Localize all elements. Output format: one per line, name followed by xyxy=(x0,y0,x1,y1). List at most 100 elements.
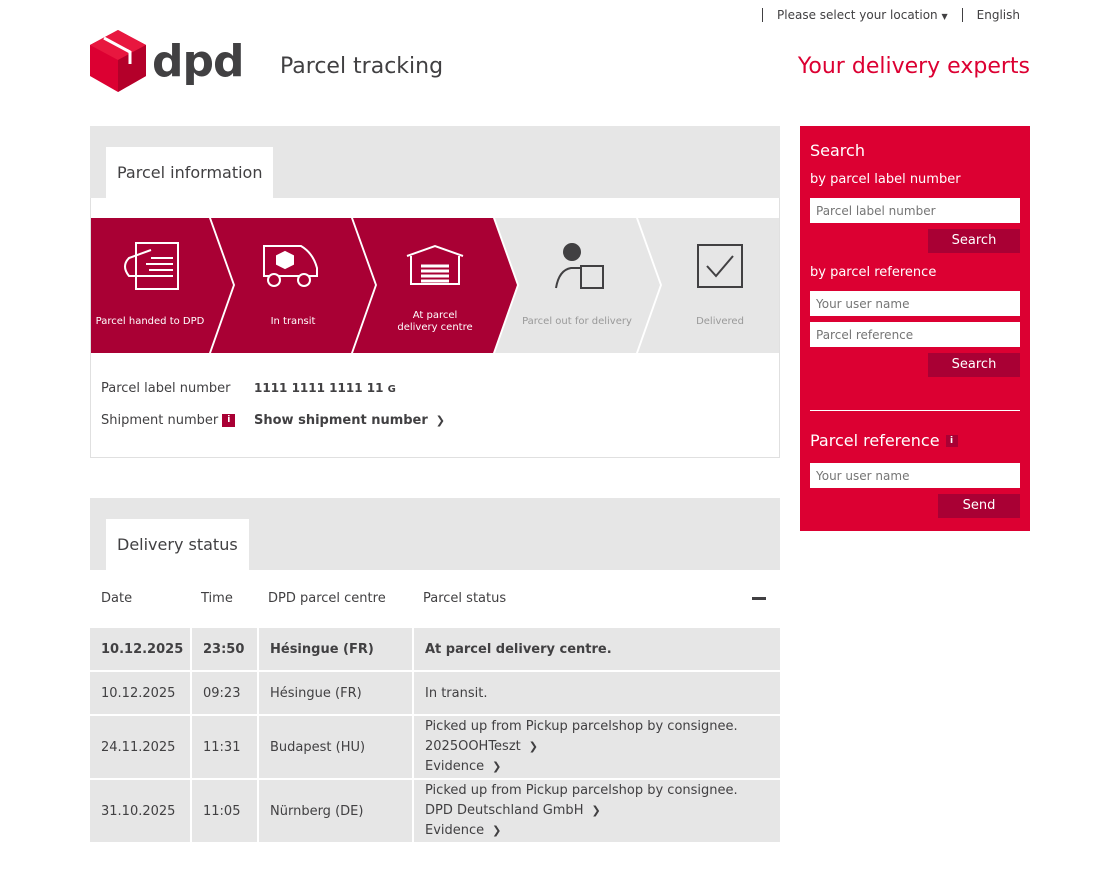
cell-time: 11:31 xyxy=(190,716,257,778)
send-button[interactable]: Send xyxy=(938,494,1020,518)
col-time: Time xyxy=(201,590,233,606)
col-date: Date xyxy=(101,590,133,606)
tab-delivery-status[interactable]: Delivery status xyxy=(106,519,249,570)
search-reference-button[interactable]: Search xyxy=(928,353,1020,377)
table-row: 24.11.2025 11:31 Budapest (HU) Picked up… xyxy=(90,714,780,778)
dpd-cube-icon xyxy=(90,30,146,92)
shipment-label: Shipment number xyxy=(101,413,219,428)
step-2-bg xyxy=(211,218,375,353)
cell-date: 10.12.2025 xyxy=(101,641,184,657)
parcel-info-box xyxy=(90,198,780,458)
evidence-link[interactable]: Evidence ❯ xyxy=(425,757,501,777)
step-label: At parcel delivery centre xyxy=(397,310,473,333)
cell-date: 31.10.2025 xyxy=(101,803,176,819)
label-number-label: Parcel label number xyxy=(101,381,231,396)
step-1-bg xyxy=(91,218,233,353)
chevron-right-icon: ❯ xyxy=(528,740,538,753)
label-number-value: 1111 1111 1111 11 G xyxy=(254,381,396,395)
label-number-input[interactable] xyxy=(810,198,1020,223)
location-label: Please select your location xyxy=(777,8,938,22)
pickup-shop-label: DPD Deutschland GmbH xyxy=(425,803,584,818)
cell-centre: Budapest (HU) xyxy=(257,716,412,778)
parcel-reference-title: Parcel reference xyxy=(810,431,940,450)
parcel-reference-input[interactable] xyxy=(810,322,1020,347)
divider xyxy=(762,8,764,22)
table-row: 10.12.2025 23:50 Hésingue (FR) At parcel… xyxy=(90,626,780,670)
cell-time: 11:05 xyxy=(190,780,257,842)
by-label-heading: by parcel label number xyxy=(810,172,961,187)
location-select[interactable]: Please select your location ▼ xyxy=(777,8,948,22)
delivery-status-header: Delivery status xyxy=(90,498,780,570)
cell-centre: Nürnberg (DE) xyxy=(257,780,412,842)
logo-text: dpd xyxy=(152,35,244,87)
hand-document-icon xyxy=(124,242,179,290)
cell-time: 23:50 xyxy=(190,628,257,670)
pickup-shop-link[interactable]: 2025OOHTeszt ❯ xyxy=(425,737,538,757)
cell-centre: Hésingue (FR) xyxy=(257,628,412,670)
table-row: 10.12.2025 09:23 Hésingue (FR) In transi… xyxy=(90,670,780,714)
progress-steps: Parcel handed to DPD In transit At parce… xyxy=(91,218,779,353)
cell-centre: Hésingue (FR) xyxy=(257,672,412,714)
parcel-reference-heading: Parcel reference i xyxy=(810,431,958,450)
pickup-shop-link[interactable]: DPD Deutschland GmbH ❯ xyxy=(425,801,601,821)
tab-parcel-information[interactable]: Parcel information xyxy=(106,147,274,198)
language-select[interactable]: English xyxy=(976,8,1020,22)
cell-time: 09:23 xyxy=(190,672,257,714)
depot-icon xyxy=(406,244,464,285)
user-name-input[interactable] xyxy=(810,291,1020,316)
caret-down-icon: ▼ xyxy=(941,12,948,21)
chevron-right-icon: ❯ xyxy=(492,760,502,773)
step-label: In transit xyxy=(270,316,316,327)
tagline: Your delivery experts xyxy=(797,54,1030,79)
dpd-logo[interactable]: dpd xyxy=(90,30,244,92)
chevron-right-icon: ❯ xyxy=(435,414,446,427)
step-5-bg xyxy=(638,218,779,353)
van-icon xyxy=(263,245,318,287)
page-title: Parcel tracking xyxy=(280,54,444,79)
step-4-bg xyxy=(495,218,660,353)
cell-date: 24.11.2025 xyxy=(101,739,176,755)
shipment-row: Shipment number i xyxy=(101,413,236,428)
step-label: Parcel out for delivery xyxy=(522,316,632,327)
cell-date: 10.12.2025 xyxy=(101,685,176,701)
col-status: Parcel status xyxy=(423,590,507,606)
cell-status: Picked up from Pickup parcelshop by cons… xyxy=(412,780,780,842)
courier-icon xyxy=(555,243,604,289)
chevron-right-icon: ❯ xyxy=(492,824,502,837)
evidence-link[interactable]: Evidence ❯ xyxy=(425,821,501,841)
status-text: Picked up from Pickup parcelshop by cons… xyxy=(425,719,738,734)
by-reference-heading: by parcel reference xyxy=(810,265,937,280)
cell-status: At parcel delivery centre. xyxy=(412,628,780,670)
pickup-shop-label: 2025OOHTeszt xyxy=(425,739,521,754)
search-sidebar: Search by parcel label number Search by … xyxy=(800,126,1030,531)
delivery-table: Date Time DPD parcel centre Parcel statu… xyxy=(90,570,780,842)
search-label-button[interactable]: Search xyxy=(928,229,1020,253)
cell-status: Picked up from Pickup parcelshop by cons… xyxy=(412,716,780,778)
parcel-info-header: Parcel information xyxy=(90,126,780,198)
evidence-label: Evidence xyxy=(425,759,485,774)
divider xyxy=(961,8,963,22)
show-shipment-label: Show shipment number xyxy=(254,413,428,428)
table-row: 31.10.2025 11:05 Nürnberg (DE) Picked up… xyxy=(90,778,780,842)
table-header: Date Time DPD parcel centre Parcel statu… xyxy=(90,570,780,626)
checkbox-delivered-icon xyxy=(697,244,743,288)
divider xyxy=(810,410,1020,411)
col-centre: DPD parcel centre xyxy=(268,590,386,606)
label-check-char: G xyxy=(387,384,396,395)
topbar: Please select your location ▼ English xyxy=(748,8,1020,22)
info-icon[interactable]: i xyxy=(945,434,958,447)
progress-chevrons xyxy=(91,218,779,353)
step-label: Delivered xyxy=(696,316,744,327)
status-text: Picked up from Pickup parcelshop by cons… xyxy=(425,783,738,798)
evidence-label: Evidence xyxy=(425,823,485,838)
info-icon[interactable]: i xyxy=(222,414,236,427)
cell-status: In transit. xyxy=(412,672,780,714)
reference-user-name-input[interactable] xyxy=(810,463,1020,488)
chevron-right-icon: ❯ xyxy=(591,804,601,817)
step-3-bg xyxy=(353,218,517,353)
step-label: Parcel handed to DPD xyxy=(95,316,205,327)
search-title: Search xyxy=(810,141,865,160)
show-shipment-link[interactable]: Show shipment number ❯ xyxy=(254,413,445,428)
label-number: 1111 1111 1111 11 xyxy=(254,381,384,395)
collapse-icon[interactable] xyxy=(752,596,766,600)
